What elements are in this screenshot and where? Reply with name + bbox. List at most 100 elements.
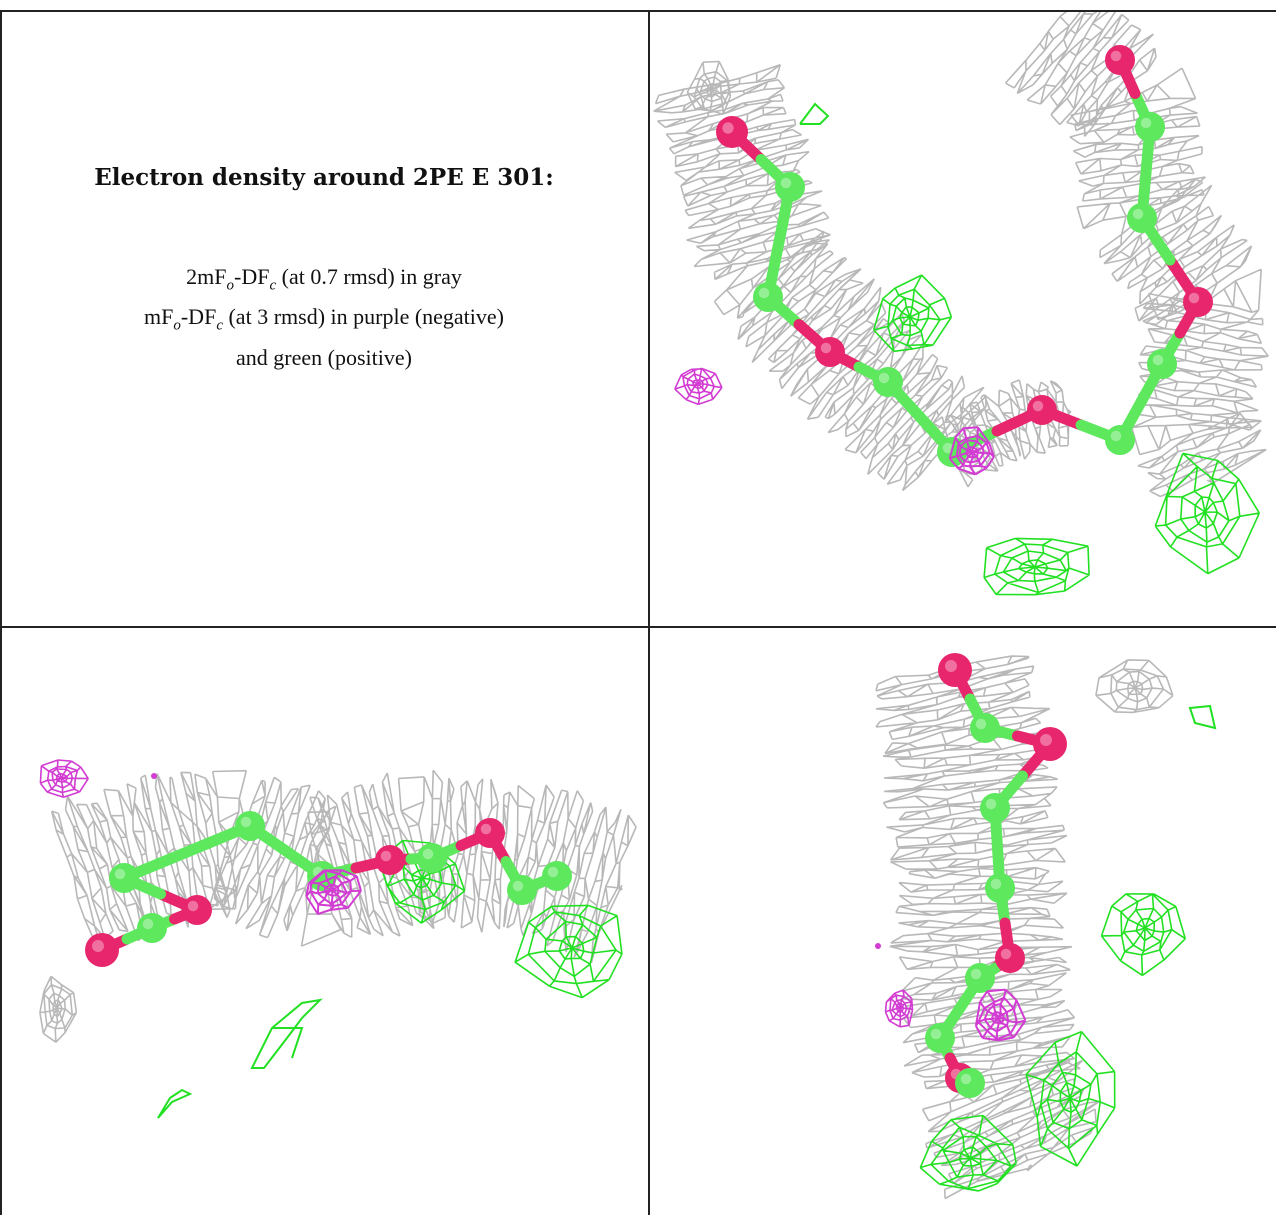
oxygen-atom bbox=[85, 933, 119, 967]
atom-highlight bbox=[780, 177, 792, 189]
atom-highlight bbox=[142, 918, 154, 930]
atom-highlight bbox=[187, 900, 199, 912]
atom-highlight bbox=[985, 798, 997, 810]
gray-mesh-right bbox=[1004, 12, 1269, 498]
border-top bbox=[0, 10, 1276, 12]
caption-cell: Electron density around 2PE E 301: 2mFo-… bbox=[0, 0, 648, 626]
oxygen-atom bbox=[182, 895, 212, 925]
purple-mesh-blob bbox=[305, 869, 362, 915]
line2-sub1: o bbox=[173, 317, 181, 334]
oxygen-atom bbox=[716, 116, 748, 148]
green-mesh-blob bbox=[1100, 893, 1187, 977]
green-mesh-blob bbox=[983, 537, 1090, 596]
green-mesh-fragment bbox=[157, 1088, 193, 1119]
atom-highlight bbox=[240, 816, 252, 828]
carbon-atom bbox=[980, 793, 1010, 823]
atom-highlight bbox=[758, 287, 770, 299]
carbon-atom bbox=[753, 282, 783, 312]
purple-mesh-dot bbox=[151, 773, 157, 779]
atom-highlight bbox=[1132, 208, 1144, 220]
carbon-atom bbox=[925, 1023, 955, 1053]
atom-highlight bbox=[945, 660, 957, 672]
atom-highlight bbox=[380, 850, 392, 862]
atom-highlight bbox=[722, 122, 734, 134]
green-mesh-fragment bbox=[250, 998, 323, 1069]
density-view-1 bbox=[653, 12, 1269, 596]
purple-mesh-dot bbox=[875, 943, 881, 949]
carbon-atom bbox=[1147, 349, 1177, 379]
carbon-atom bbox=[542, 861, 572, 891]
oxygen-atom bbox=[1105, 45, 1135, 75]
atom-highlight bbox=[1000, 948, 1012, 960]
green-mesh-blob bbox=[919, 1114, 1017, 1192]
line2-prefix: mF bbox=[144, 304, 174, 330]
panel-bottom-left bbox=[2, 628, 648, 1215]
border-middle-vertical bbox=[648, 10, 650, 1215]
green-mesh-blob bbox=[1025, 1030, 1116, 1167]
carbon-atom bbox=[235, 811, 265, 841]
oxygen-atom bbox=[1027, 395, 1057, 425]
gray-mesh-fragment bbox=[1095, 659, 1174, 714]
purple-mesh-blob bbox=[884, 989, 914, 1028]
green-mesh-blob bbox=[872, 274, 953, 353]
atom-highlight bbox=[422, 848, 434, 860]
carbon-atom bbox=[109, 863, 139, 893]
atom-highlight bbox=[1152, 354, 1164, 366]
2pe-molecule bbox=[85, 811, 572, 967]
line2-sub2: c bbox=[216, 317, 223, 334]
caption-line-3: and green (positive) bbox=[236, 344, 412, 370]
oxygen-atom bbox=[938, 653, 972, 687]
atom-highlight bbox=[92, 940, 104, 952]
purple-mesh-blob bbox=[974, 988, 1027, 1042]
atom-highlight bbox=[1110, 50, 1122, 62]
gray-mesh-fragment bbox=[686, 60, 732, 116]
panel-top-right bbox=[650, 12, 1276, 626]
atom-highlight bbox=[820, 342, 832, 354]
atom-highlight bbox=[1110, 430, 1122, 442]
carbon-atom bbox=[955, 1068, 985, 1098]
atom-highlight bbox=[878, 372, 890, 384]
atom-highlight bbox=[930, 1028, 942, 1040]
line1-sub1: o bbox=[226, 277, 235, 294]
carbon-atom bbox=[1127, 203, 1157, 233]
carbon-atom bbox=[873, 367, 903, 397]
2pe-molecule bbox=[925, 653, 1067, 1098]
atom-highlight bbox=[975, 718, 987, 730]
atom-highlight bbox=[480, 823, 492, 835]
panel-bottom-right bbox=[650, 628, 1276, 1215]
border-middle-horizontal bbox=[0, 626, 1276, 628]
atom-highlight bbox=[970, 968, 982, 980]
gray-mesh-column bbox=[875, 655, 1100, 1200]
border-left bbox=[0, 10, 2, 1215]
oxygen-atom bbox=[815, 337, 845, 367]
density-view-2 bbox=[39, 759, 637, 1119]
atom-highlight bbox=[960, 1073, 972, 1085]
carbon-atom bbox=[775, 172, 805, 202]
carbon-atom bbox=[1105, 425, 1135, 455]
oxygen-atom bbox=[1183, 287, 1213, 317]
atom-highlight bbox=[1188, 292, 1200, 304]
green-mesh-blob bbox=[1154, 452, 1261, 575]
line2-suffix: (at 3 rmsd) in purple (negative) bbox=[222, 304, 504, 330]
green-mesh-fragment bbox=[799, 102, 830, 125]
oxygen-atom bbox=[1033, 727, 1067, 761]
line2-mid: -DF bbox=[180, 304, 217, 330]
gray-mesh-fragment bbox=[39, 975, 78, 1043]
caption-title: Electron density around 2PE E 301: bbox=[94, 164, 554, 191]
carbon-atom bbox=[1135, 112, 1165, 142]
oxygen-atom bbox=[475, 818, 505, 848]
line1-prefix: 2mF bbox=[186, 264, 227, 289]
density-view-3 bbox=[875, 653, 1217, 1200]
carbon-atom bbox=[970, 713, 1000, 743]
green-mesh-blob bbox=[514, 904, 623, 999]
purple-mesh-blob bbox=[674, 367, 723, 406]
green-mesh-fragment bbox=[1188, 704, 1217, 730]
caption-line-2fo: 2mFo-DFc (at 0.7 rmsd) in gray bbox=[144, 261, 504, 301]
atom-highlight bbox=[1040, 734, 1052, 746]
caption-line-fo: mFo-DFc (at 3 rmsd) in purple (negative) bbox=[144, 301, 504, 341]
carbon-atom bbox=[417, 843, 447, 873]
atom-highlight bbox=[114, 868, 126, 880]
line1-suffix: (at 0.7 rmsd) in gray bbox=[276, 264, 462, 289]
atom-highlight bbox=[1140, 117, 1152, 129]
